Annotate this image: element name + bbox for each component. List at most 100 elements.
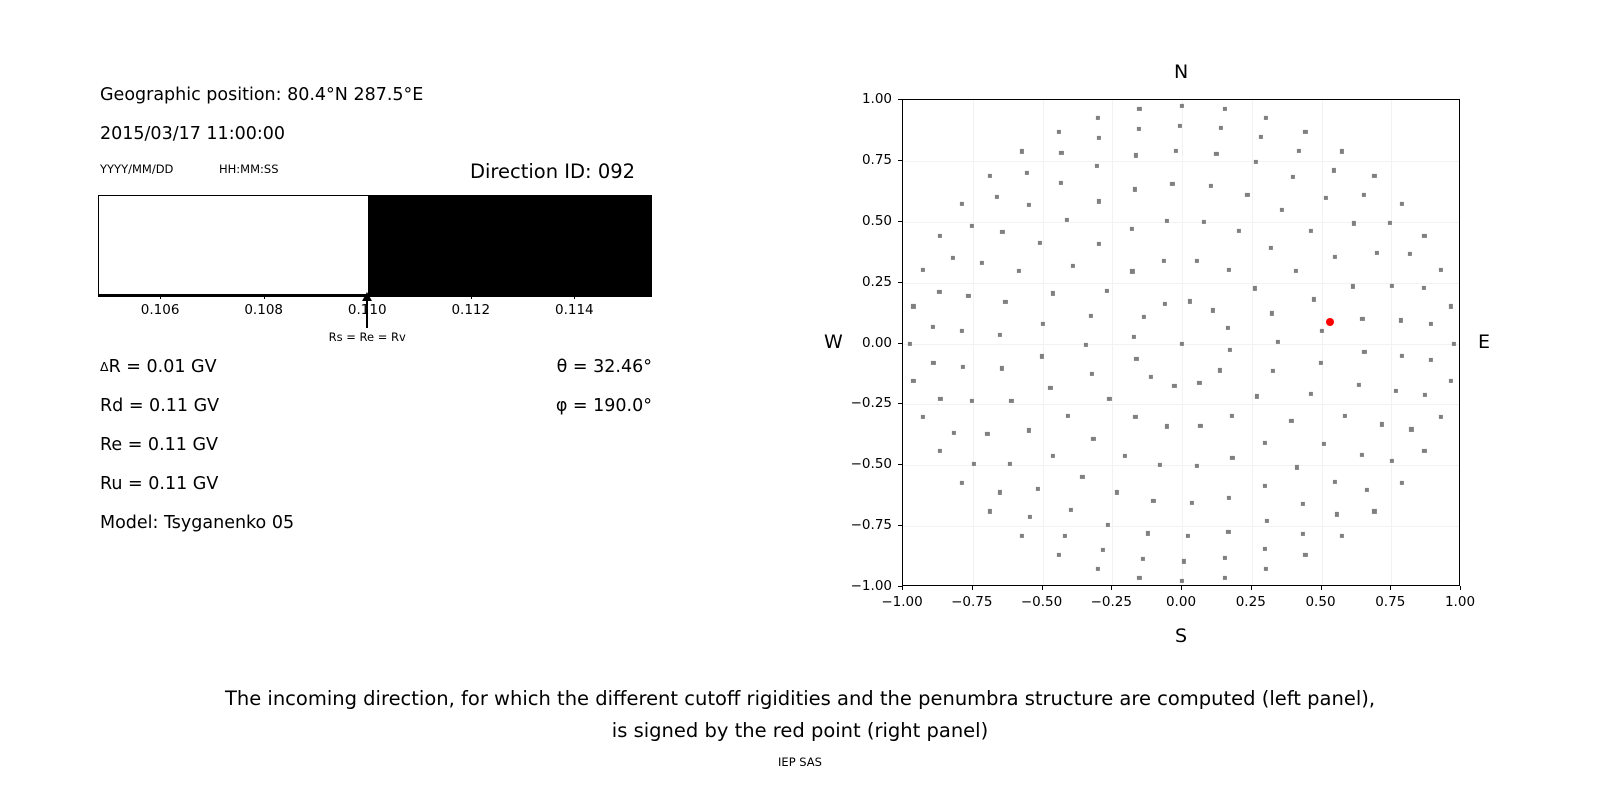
direction-point [1137,575,1142,581]
direction-point [1319,360,1324,365]
direction-point [1095,567,1101,572]
direction-point [1438,414,1443,419]
penumbra-segment [99,196,369,294]
penumbra-axis-label: Rs = Re = Rv [328,330,406,344]
direction-point [1062,533,1068,539]
direction-point [1230,456,1235,461]
direction-point [1438,268,1443,273]
direction-point [1253,160,1258,165]
direction-point [1229,413,1234,418]
compass-label-west: W [824,330,843,353]
direction-point [1399,353,1405,359]
gridline-vertical [1321,100,1323,585]
gridline-vertical [1391,100,1393,585]
direction-point [1350,284,1355,289]
direction-point [1177,123,1183,128]
penumbra-tick-label: 0.106 [140,302,180,318]
direction-point [1422,233,1427,238]
direction-point [1137,106,1142,112]
direction-point [966,293,971,299]
x-axis-tick-label: −0.75 [951,594,993,610]
penumbra-tick [160,295,162,299]
direction-point [1263,115,1269,120]
direction-point [1293,269,1299,274]
direction-point [1263,567,1269,572]
direction-point [1040,322,1045,327]
param-ru: Ru = 0.11 GV [100,474,219,494]
direction-point [1026,428,1031,433]
direction-point [1331,168,1336,173]
penumbra-tick [367,295,369,299]
direction-point [1164,424,1170,429]
param-rd: Rd = 0.11 GV [100,396,220,416]
direction-point [1245,192,1250,197]
left-panel: Geographic position: 80.4°N 287.5°E 2015… [0,0,760,620]
penumbra-tick [470,295,472,299]
penumbra-segment [368,196,651,294]
selected-direction-point[interactable] [1325,317,1334,326]
y-axis-tick [898,464,902,466]
direction-point [1352,221,1357,226]
direction-point [1149,374,1154,379]
direction-point [1252,286,1257,291]
penumbra-axis [98,295,652,297]
penumbra-tick-label: 0.114 [555,302,594,318]
direction-point [1390,459,1395,464]
direction-point [1360,316,1365,321]
x-axis-tick [1111,586,1113,590]
direction-point [1131,334,1136,339]
gridline-horizontal [903,160,1459,162]
y-axis-tick [898,159,902,161]
direction-point [1223,556,1228,561]
direction-point [987,173,992,178]
direction-point [1070,264,1075,269]
direction-point [1262,483,1268,488]
param-model: Model: Tsyganenko 05 [100,513,295,533]
direction-point [1303,129,1308,135]
direction-id-label: Direction ID: 092 [470,160,636,183]
penumbra-tick [574,295,576,299]
direction-point [1132,187,1137,192]
direction-point [1094,164,1099,169]
penumbra-tick-label: 0.112 [451,302,491,318]
direction-point [1342,413,1347,418]
direction-point [1173,149,1178,154]
direction-point [1387,220,1392,225]
direction-point [959,328,965,334]
direction-point [1309,228,1314,233]
direction-point [1083,342,1088,348]
direction-point [1448,378,1453,383]
direction-point [1056,552,1061,558]
direction-point [1095,115,1101,120]
direction-point [1290,175,1295,180]
footer-attribution: IEP SAS [778,755,822,769]
direction-point [1265,518,1270,523]
gridline-vertical [1251,100,1253,585]
x-axis-tick-label: −1.00 [881,594,923,610]
direction-point [1056,129,1061,135]
datetime-text: 2015/03/17 11:00:00 [100,124,286,144]
param-delta-r: ΔR = 0.01 GV [100,357,217,377]
direction-point [1197,381,1202,386]
y-axis-tick-label: −0.75 [850,517,892,534]
direction-point [1323,195,1328,200]
direction-point [969,223,974,228]
direction-point [1356,382,1361,387]
direction-point [1198,423,1203,429]
direction-point [1024,170,1030,175]
direction-point [985,431,990,437]
x-axis-tick-label: 0.25 [1235,594,1266,610]
figure-caption: The incoming direction, for which the di… [0,683,1600,747]
direction-point [1208,183,1213,189]
direction-point [1332,479,1338,485]
direction-point [1390,283,1395,288]
direction-point [911,378,916,383]
direction-point [1294,465,1300,470]
direction-point [1090,371,1095,376]
gridline-horizontal [903,282,1459,284]
geographic-position-text: Geographic position: 80.4°N 287.5°E [100,85,424,105]
direction-point [1026,202,1032,208]
direction-point [930,325,936,330]
direction-point [1289,418,1294,423]
direction-point [1194,258,1200,263]
